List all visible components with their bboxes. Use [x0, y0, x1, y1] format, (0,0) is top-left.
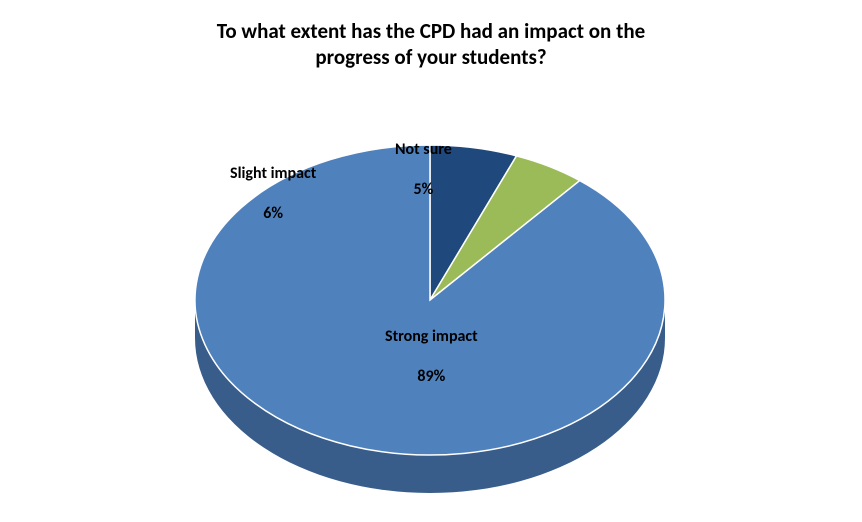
label-strong-impact: Strong impact 89% — [385, 307, 478, 387]
label-slight-impact: Slight impact 6% — [230, 144, 316, 224]
label-not-sure: Not sure 5% — [395, 120, 452, 200]
chart-root: To what extent has the CPD had an impact… — [0, 0, 862, 522]
label-slight-impact-name: Slight impact — [230, 164, 316, 183]
label-not-sure-pct: 5% — [414, 180, 434, 199]
label-strong-impact-name: Strong impact — [385, 327, 478, 346]
label-not-sure-name: Not sure — [395, 140, 452, 159]
pie-chart — [0, 0, 862, 522]
label-slight-impact-pct: 6% — [263, 204, 283, 223]
label-strong-impact-pct: 89% — [417, 367, 445, 386]
